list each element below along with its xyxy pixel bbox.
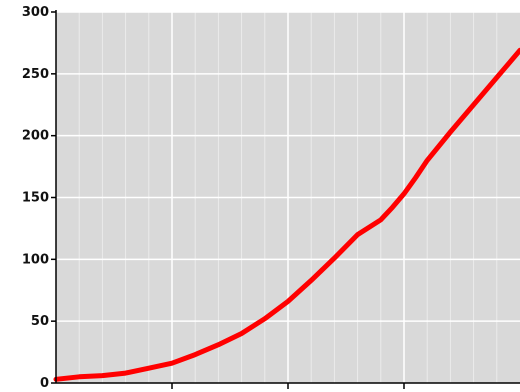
series-line-0 [53, 47, 520, 382]
y-tick-label: 150 [22, 191, 49, 206]
y-tick-label: 100 [22, 252, 49, 267]
y-tick-label: 200 [22, 129, 49, 144]
y-tick-label: 250 [22, 67, 49, 82]
y-tick-label: 300 [22, 5, 49, 20]
y-tick-label: 0 [40, 376, 49, 391]
y-tick-label: 50 [31, 314, 49, 329]
